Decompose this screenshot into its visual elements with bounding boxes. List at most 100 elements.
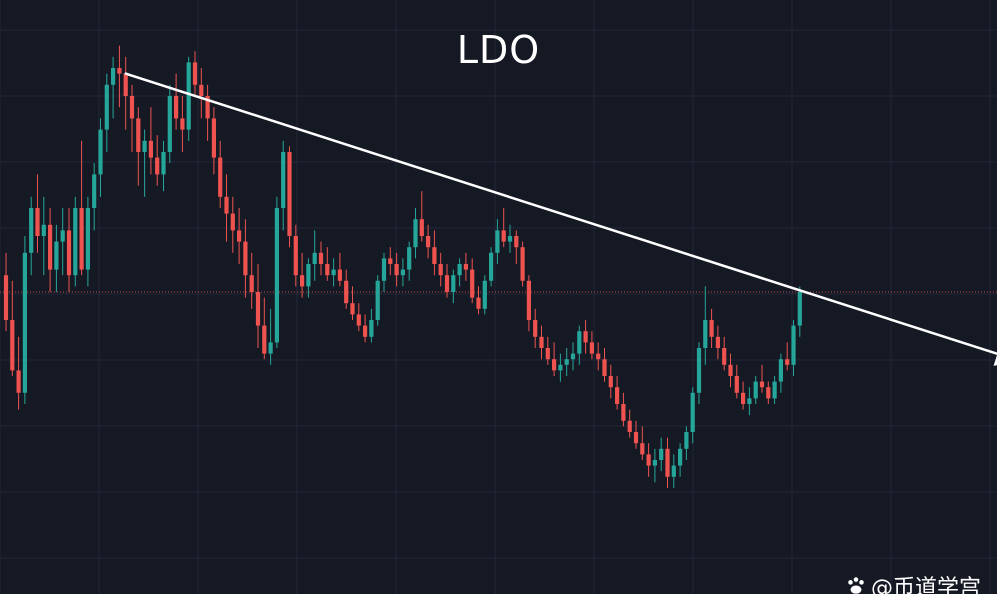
candle-body [665,448,670,477]
candle-up [482,275,487,315]
candle-up [747,387,752,416]
candle-body [268,342,273,354]
chart-title: LDO [456,28,541,72]
candle-body [98,129,103,175]
candle-up [400,258,405,287]
candle-body [155,157,160,175]
candle-body [218,157,223,197]
candle-down [192,51,198,96]
candle-down [218,140,223,208]
candle-body [482,280,487,309]
candle-body [237,230,242,242]
candle-down [363,314,368,343]
candle-body [136,118,141,152]
candle-body [306,264,311,287]
candle-up [104,73,109,152]
candle-down [476,286,481,315]
candle-down [344,269,349,309]
candle-up [772,376,777,404]
candle-up [281,140,286,231]
candle-down [501,208,506,248]
candle-body [331,269,336,276]
candle-up [696,342,702,404]
candle-body [552,359,557,371]
candle-body [432,247,437,264]
candle-up [92,163,97,231]
candle-body [741,392,746,404]
candle-body [111,68,116,85]
candle-body [577,331,582,354]
candle-body [60,230,65,242]
candle-body [514,236,519,248]
candle-up [161,140,166,192]
candle-up [684,426,689,460]
candle-body [772,381,777,399]
candle-down [520,241,525,287]
candle-down [470,258,475,304]
candle-body [400,269,405,276]
candle-body [230,213,235,231]
candle-up [54,224,59,292]
candle-body [526,280,531,320]
candle-body [363,325,368,337]
candle-down [388,247,393,276]
candle-body [602,359,607,376]
candle-down [287,146,292,248]
candle-body [791,325,796,365]
candle-down [627,409,632,438]
candle-body [29,208,34,253]
candle-body [381,258,387,281]
candle-down [533,308,538,348]
paw-icon [848,577,864,594]
candle-down [432,230,437,276]
candle-down [129,84,135,152]
candle-body [281,152,286,208]
candle-up [306,258,311,298]
candle-up [186,56,191,141]
candle-up [369,308,374,343]
candle-body [161,152,166,175]
candle-body [596,353,601,360]
candle-down [463,252,468,281]
candle-down [583,320,588,354]
candle-down [596,342,601,371]
candle-up [457,258,462,287]
candle-body [274,208,279,343]
candle-up [652,448,657,483]
candle-body [129,96,135,119]
candle-up [312,230,317,281]
candle-body [759,381,765,388]
candle-down [722,336,727,371]
candle-down [48,208,53,292]
candle-body [709,320,714,337]
candle-down [621,392,626,427]
candle-up [489,247,494,287]
candle-body [785,359,790,365]
candle-down [79,140,84,276]
candle-down [539,325,544,360]
candle-up [671,454,676,488]
candle-down [123,56,128,130]
candle-body [394,264,399,276]
candle-down [640,426,645,460]
candle-down [262,297,267,360]
candle-up [60,208,65,276]
candle-body [621,404,626,421]
candle-body [344,280,349,304]
candle-down [356,303,361,332]
candle-body [3,275,9,320]
candle-down [350,286,355,320]
candle-body [356,314,361,326]
candle-body [142,140,147,152]
candle-down [602,348,607,382]
candle-body [753,381,758,399]
candle-body [444,275,450,292]
candle-down [318,241,324,276]
candle-body [92,174,97,208]
candle-down [180,96,185,152]
candle-down [237,208,242,264]
candle-body [728,364,733,376]
candle-up [29,196,34,276]
